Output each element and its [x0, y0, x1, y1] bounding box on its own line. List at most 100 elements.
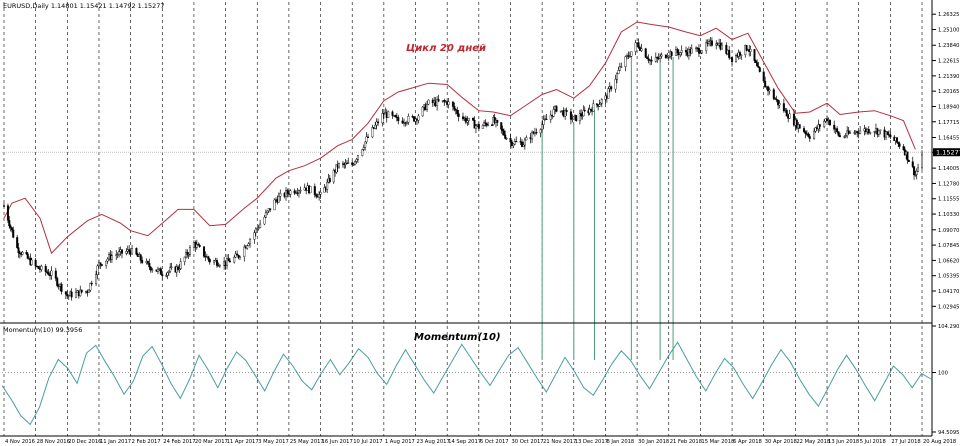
candle-body: [911, 161, 914, 167]
candle-body: [710, 40, 713, 46]
candle-body: [338, 163, 341, 168]
candle-body: [777, 99, 780, 106]
candle-body: [545, 118, 548, 120]
candle-body: [504, 134, 507, 139]
candle-body: [571, 118, 574, 121]
candle-body: [443, 100, 446, 102]
candle-body: [128, 249, 131, 252]
candle-body: [647, 58, 650, 61]
candle-body: [785, 109, 788, 117]
candle-body: [426, 104, 429, 110]
candle-body: [690, 48, 693, 54]
candle-body: [823, 120, 826, 127]
momentum-title: Momentum(10): [414, 332, 501, 343]
candle-body: [50, 270, 53, 276]
candle-body: [347, 162, 350, 164]
candle-body: [99, 262, 102, 265]
candle-body: [67, 295, 70, 297]
candle-body: [754, 60, 757, 63]
candle-body: [817, 124, 820, 130]
candle-body: [774, 98, 777, 100]
candle-body: [555, 106, 558, 112]
candle-body: [762, 71, 765, 82]
candle-body: [237, 254, 240, 258]
candle-body: [728, 50, 731, 58]
candle-body: [139, 254, 142, 261]
candle-body: [56, 278, 59, 286]
candle-body: [375, 121, 378, 126]
candle-body: [243, 246, 246, 258]
candle-body: [788, 113, 791, 119]
candle-body: [74, 292, 77, 298]
candle-body: [512, 143, 515, 146]
momentum-tick-label: 100: [938, 370, 948, 376]
candle-body: [764, 80, 767, 88]
candle-body: [656, 57, 659, 59]
candle-body: [836, 128, 839, 132]
x-tick-label: 5 Jul 2018: [860, 439, 886, 445]
candle-body: [361, 149, 364, 156]
candle-body: [607, 88, 610, 99]
candle-body: [374, 124, 377, 129]
candle-body: [898, 143, 901, 147]
candle-body: [70, 291, 73, 298]
momentum-tick-label: 104.2905: [938, 324, 960, 330]
candle-body: [110, 255, 113, 260]
candle-body: [259, 223, 262, 228]
candle-body: [377, 121, 380, 124]
candle-body: [18, 252, 21, 254]
candle-body: [659, 55, 662, 59]
candle-body: [256, 228, 259, 230]
candle-body: [238, 256, 241, 258]
candle-body: [738, 52, 741, 56]
candle-body: [195, 244, 198, 248]
y-tick-label: 1.16455: [938, 136, 959, 142]
candle-body: [364, 141, 367, 148]
candle-body: [583, 109, 586, 112]
candle-body: [697, 47, 700, 54]
candle-body: [391, 111, 394, 116]
candle-body: [740, 54, 743, 56]
candle-body: [895, 137, 898, 143]
candle-body: [588, 108, 591, 114]
x-tick-label: 6 Apr 2018: [733, 439, 762, 445]
candle-body: [421, 106, 424, 117]
candle-body: [775, 99, 778, 101]
price-panel: 1.26325 1.25100 1.23840 1.22615 1.21390 1.201…: [2, 2, 960, 436]
candle-body: [135, 248, 138, 255]
candle-body: [856, 131, 859, 134]
candle-body: [679, 52, 682, 56]
candle-body: [167, 270, 170, 273]
candle-body: [169, 267, 172, 272]
x-tick-label: 15 Mar 2018: [701, 439, 734, 445]
candle-body: [454, 109, 457, 111]
candle-body: [66, 293, 69, 297]
candle-body: [749, 49, 752, 52]
y-tick-label: 1.22615: [938, 59, 959, 65]
candle-body: [889, 134, 892, 138]
y-tick-label: 1.05395: [938, 274, 959, 280]
candle-body: [879, 129, 882, 132]
x-tick-label: 21 Feb 2018: [670, 439, 702, 445]
candle-body: [299, 190, 302, 192]
candle-body: [249, 239, 252, 244]
candle-body: [592, 103, 595, 112]
candle-body: [660, 54, 663, 57]
candle-body: [792, 113, 795, 126]
candle-body: [666, 57, 669, 59]
candle-body: [352, 164, 355, 166]
candle-body: [542, 119, 545, 125]
x-tick-label: 3 May 2017: [258, 439, 289, 445]
candle-body: [614, 79, 617, 90]
candle-body: [279, 193, 282, 197]
candle-body: [90, 282, 93, 285]
candle-body: [387, 111, 390, 118]
candle-body: [326, 182, 329, 190]
candle-body: [853, 132, 856, 134]
candle-body: [263, 216, 266, 225]
candle-body: [849, 132, 852, 134]
x-tick-label: 27 Jul 2018: [891, 439, 920, 445]
candle-body: [6, 205, 9, 221]
candle-body: [46, 271, 49, 273]
y-tick-label: 1.12780: [938, 181, 959, 187]
